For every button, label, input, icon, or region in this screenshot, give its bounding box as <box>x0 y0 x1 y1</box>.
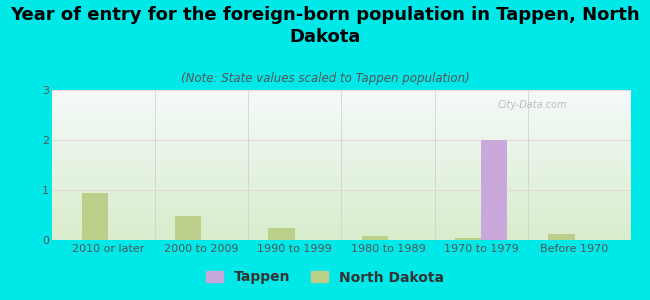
Text: City-Data.com: City-Data.com <box>497 100 567 110</box>
Bar <box>455 238 481 240</box>
Bar <box>362 236 388 240</box>
Bar <box>82 193 108 240</box>
Bar <box>268 227 294 240</box>
Bar <box>549 233 575 240</box>
Bar <box>175 216 202 240</box>
Legend: Tappen, North Dakota: Tappen, North Dakota <box>200 265 450 290</box>
Text: Year of entry for the foreign-born population in Tappen, North
Dakota: Year of entry for the foreign-born popul… <box>10 6 640 46</box>
Bar <box>481 140 508 240</box>
Text: (Note: State values scaled to Tappen population): (Note: State values scaled to Tappen pop… <box>181 72 469 85</box>
